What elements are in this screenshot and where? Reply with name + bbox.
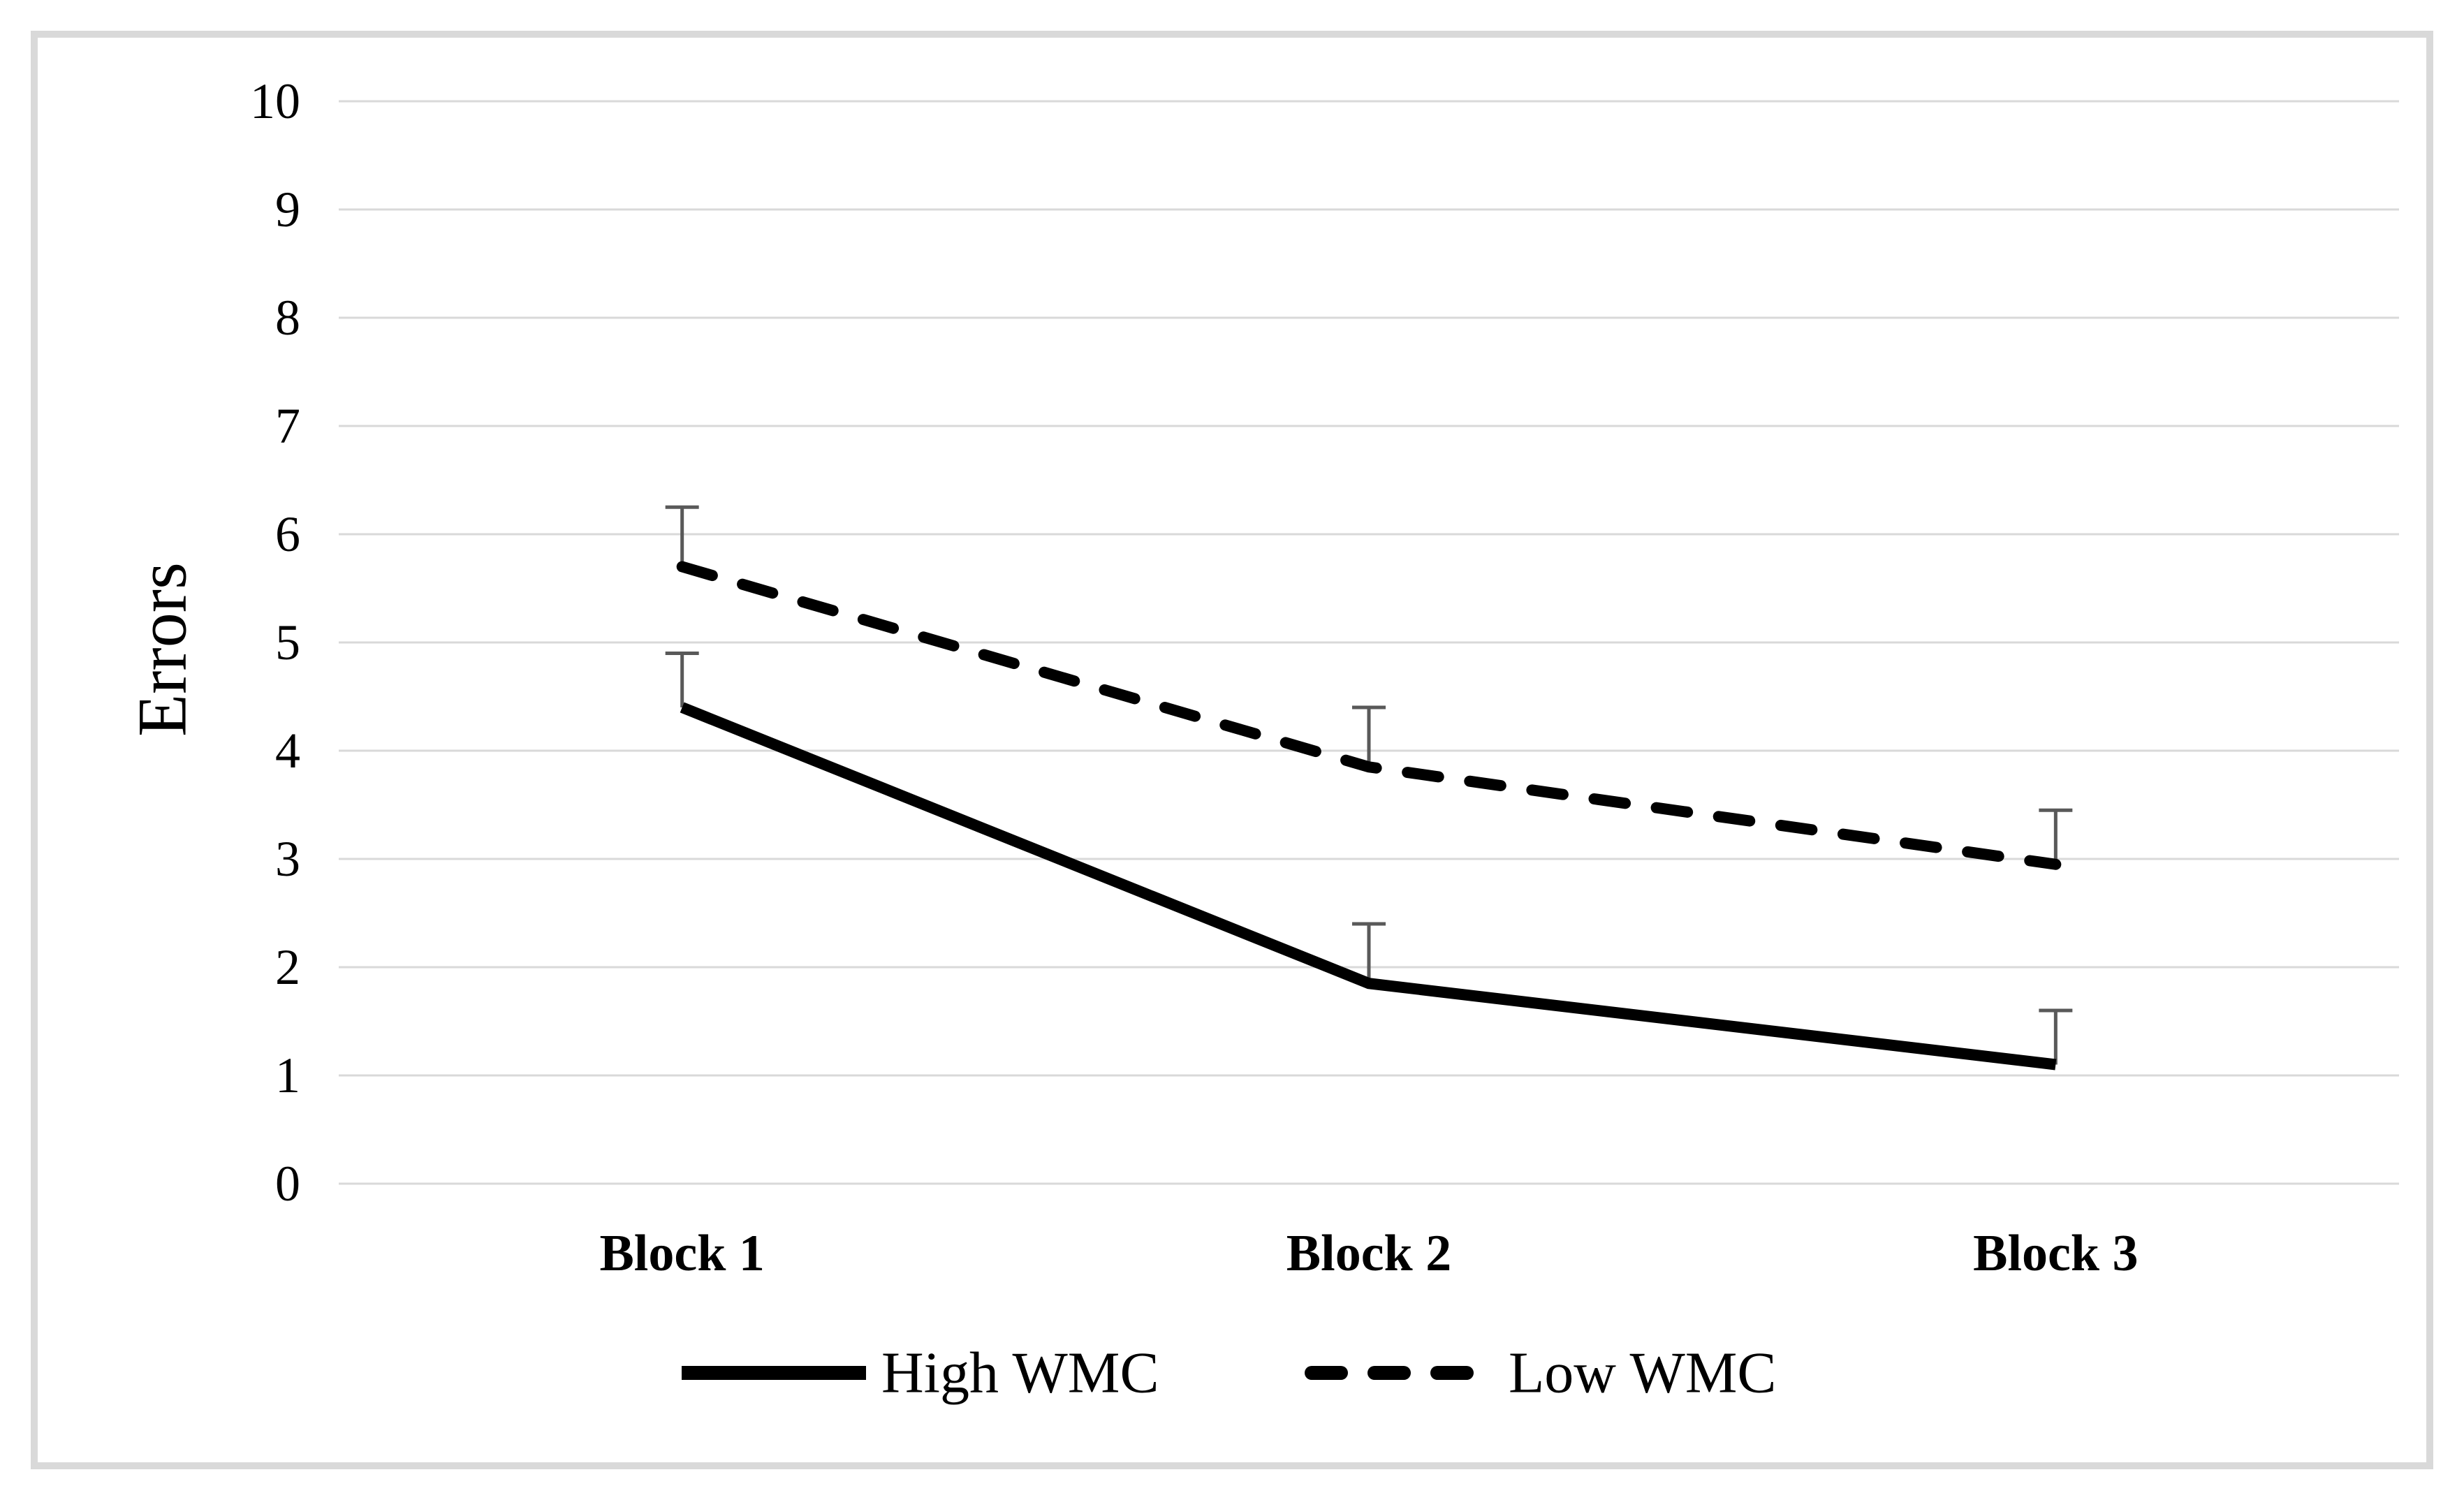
- y-tick-label-10: 10: [250, 73, 300, 129]
- x-category-label-2: Block 2: [1286, 1225, 1451, 1282]
- series-line-high-wmc: [680, 702, 2057, 1071]
- y-tick-label-3: 3: [275, 831, 300, 887]
- y-tick-label-6: 6: [275, 506, 300, 562]
- legend-label-high-wmc: High WMC: [881, 1341, 1159, 1406]
- y-tick-label-1: 1: [275, 1047, 300, 1103]
- y-tick-label-0: 0: [275, 1156, 300, 1212]
- y-tick-label-8: 8: [275, 290, 300, 346]
- y-tick-label-5: 5: [275, 615, 300, 670]
- x-category-label-3: Block 3: [1973, 1225, 2138, 1282]
- series-line-low-wmc: [676, 561, 2062, 870]
- y-tick-label-9: 9: [275, 182, 300, 237]
- y-tick-label-4: 4: [275, 723, 300, 779]
- x-category-label-1: Block 1: [599, 1225, 764, 1282]
- y-tick-label-2: 2: [275, 939, 300, 995]
- y-tick-label-7: 7: [275, 398, 300, 454]
- legend-label-low-wmc: Low WMC: [1509, 1341, 1776, 1406]
- y-axis-title: Errors: [124, 562, 201, 737]
